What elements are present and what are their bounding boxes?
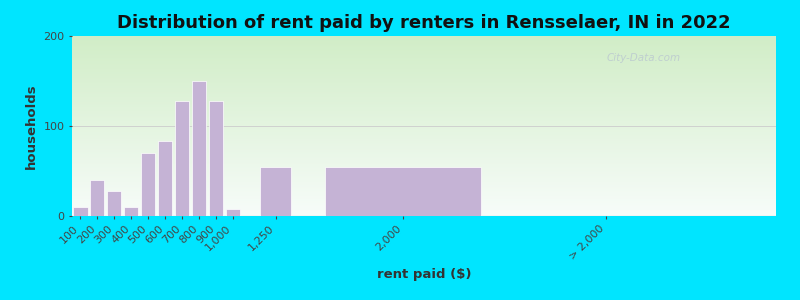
Bar — [74, 207, 87, 216]
Bar — [260, 167, 291, 216]
Y-axis label: households: households — [25, 83, 38, 169]
Bar — [226, 209, 240, 216]
Bar — [192, 81, 206, 216]
Bar — [142, 153, 155, 216]
Bar — [124, 207, 138, 216]
Title: Distribution of rent paid by renters in Rensselaer, IN in 2022: Distribution of rent paid by renters in … — [117, 14, 731, 32]
Bar — [325, 167, 481, 216]
Bar — [90, 180, 105, 216]
Bar — [158, 141, 172, 216]
Bar — [107, 191, 122, 216]
Text: City-Data.com: City-Data.com — [607, 52, 681, 63]
Bar — [209, 101, 223, 216]
X-axis label: rent paid ($): rent paid ($) — [377, 268, 471, 281]
Bar — [175, 101, 190, 216]
